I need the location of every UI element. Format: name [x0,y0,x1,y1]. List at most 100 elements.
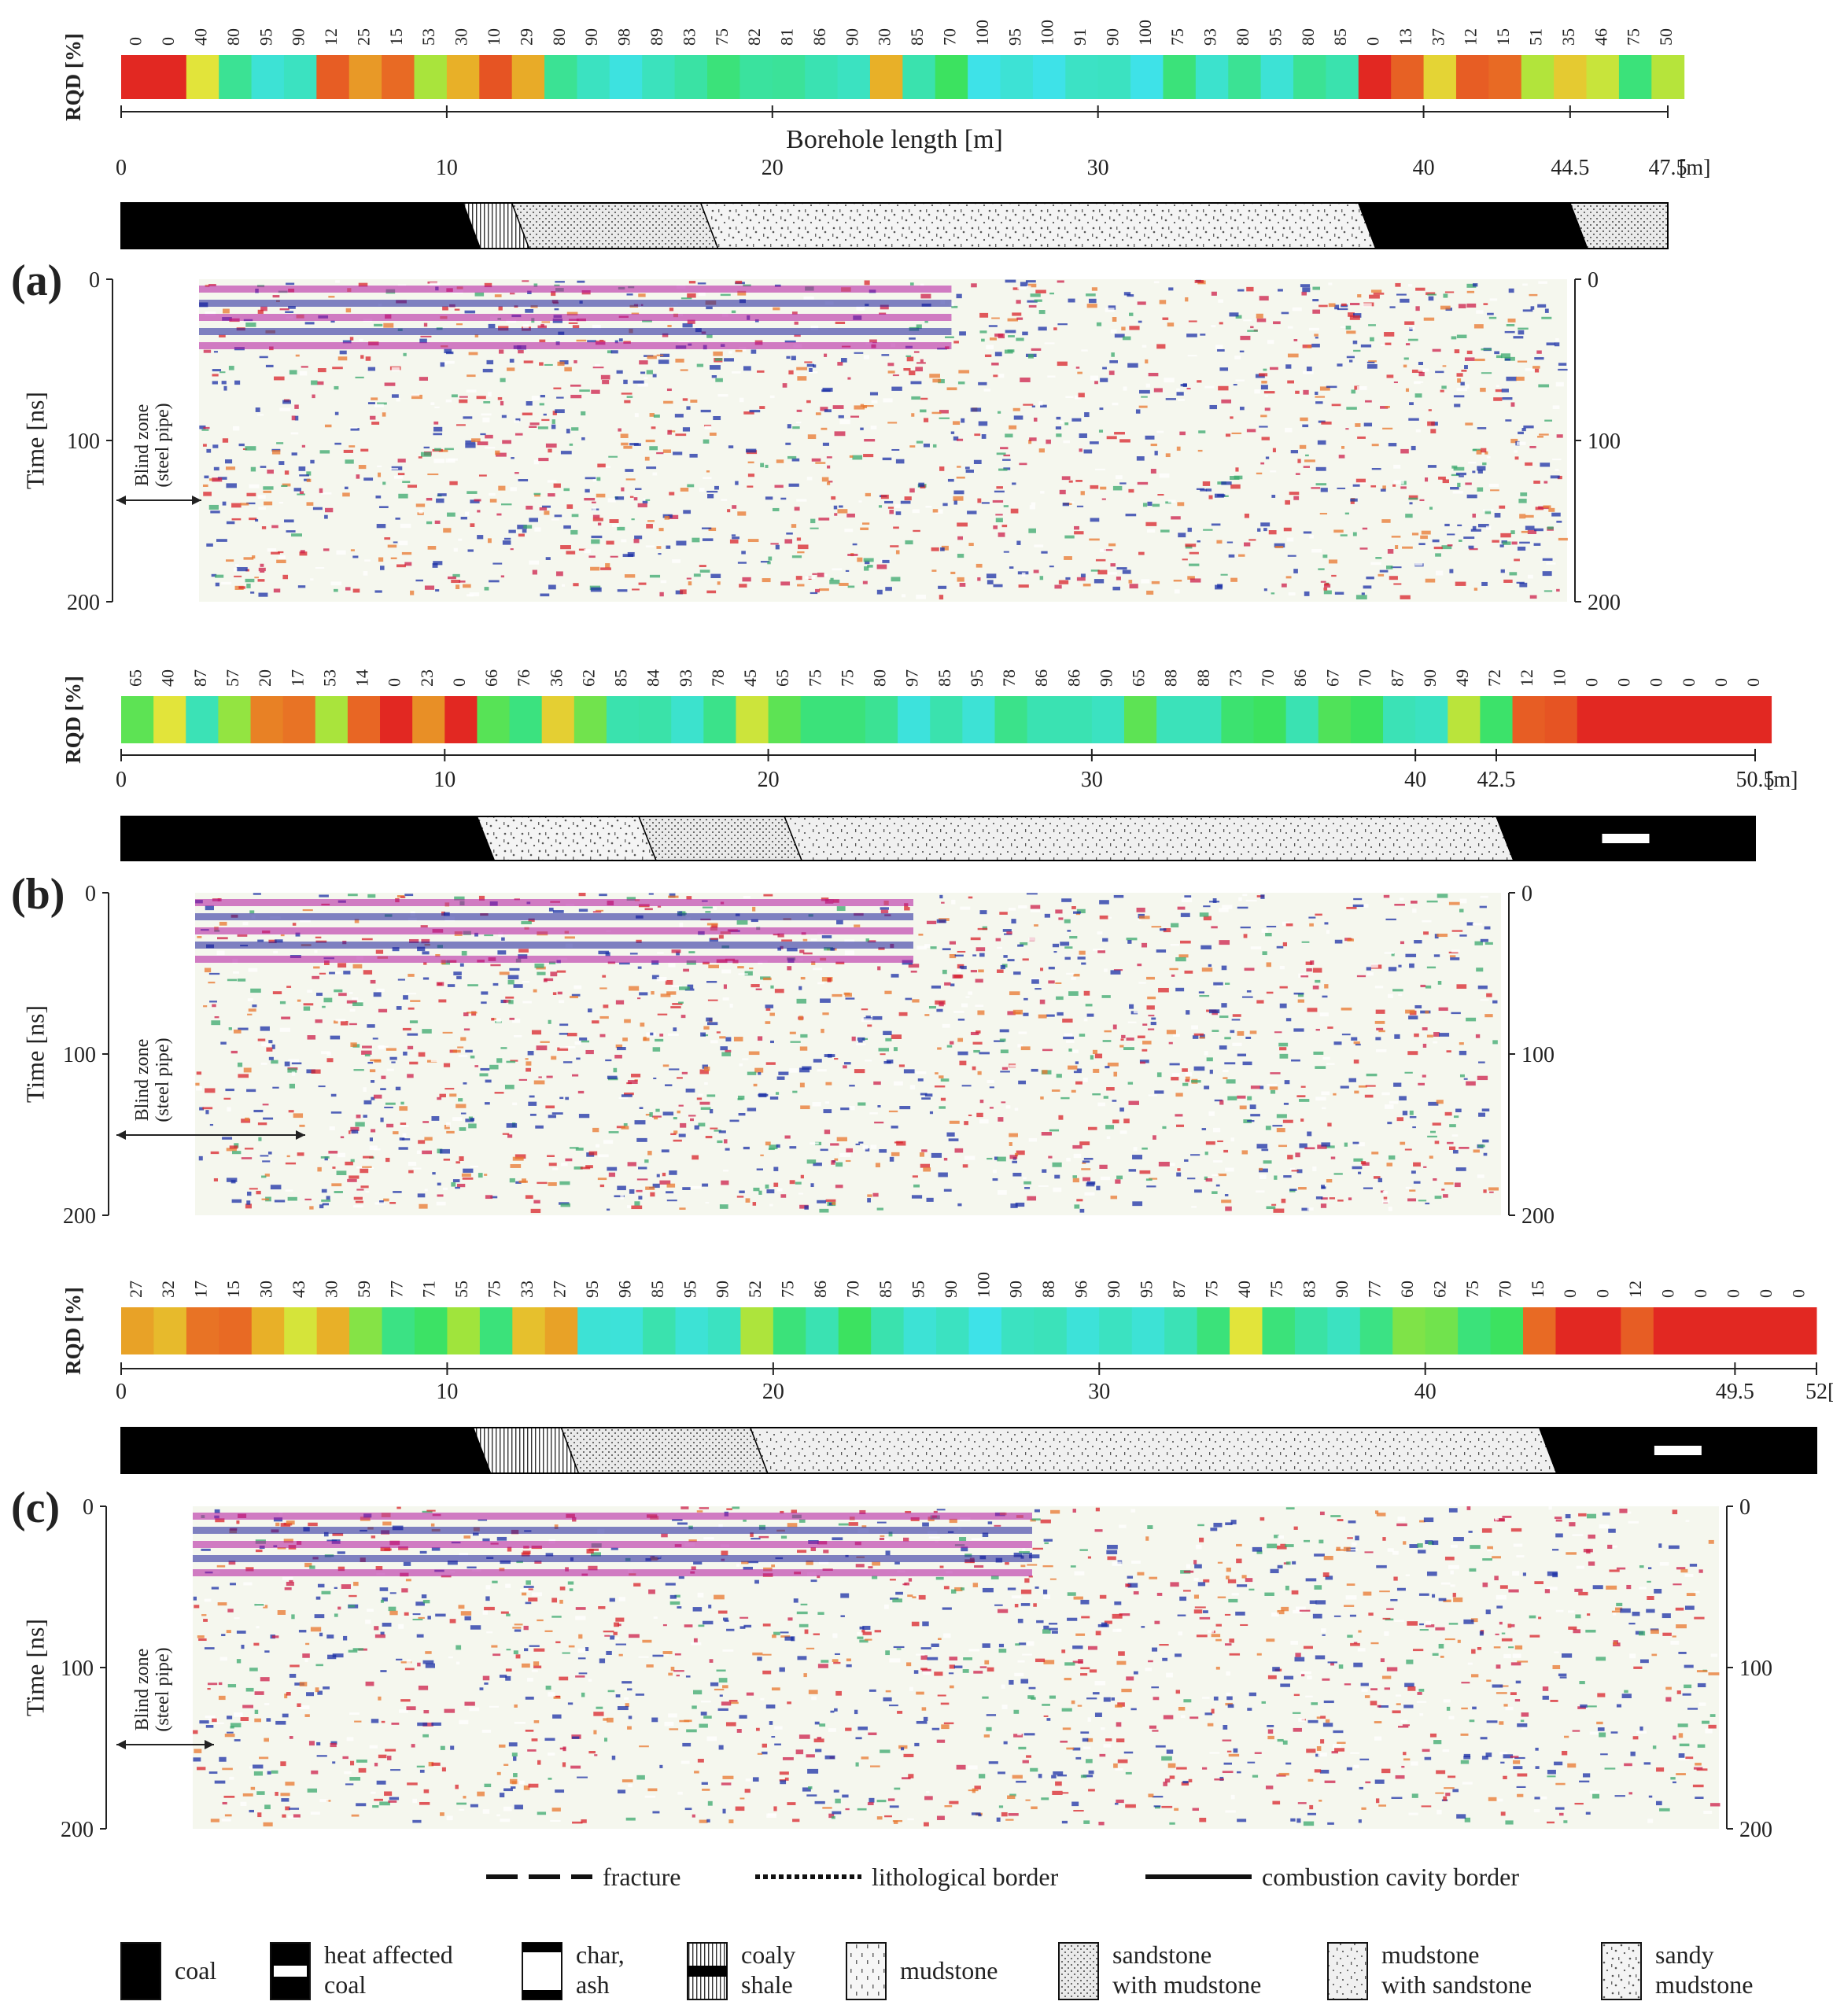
radargram-texture-mark [1029,305,1037,308]
radargram-texture-mark [335,412,339,415]
rqd-segment [349,1307,382,1354]
radargram-texture-mark [1007,959,1014,961]
radargram-texture-mark [492,1581,497,1583]
radargram-texture-mark [1394,1034,1400,1039]
length-tick-label: 40 [1414,1380,1437,1404]
radargram-texture-mark [704,1082,708,1085]
radargram-texture-mark [1028,938,1035,941]
radargram-texture-mark [1193,1035,1198,1039]
length-tick-label: 10 [436,1380,458,1404]
radargram-texture-mark [424,1137,432,1141]
radargram-texture-mark [1057,280,1064,282]
radargram-texture-mark [533,1649,544,1652]
radargram-texture-mark [1160,529,1170,532]
radargram-texture-mark [667,389,672,391]
rqd-segment [121,1307,154,1354]
radargram-texture-mark [1105,308,1115,311]
radargram-texture-mark [328,1151,337,1154]
radargram-texture-mark [663,1111,673,1115]
radargram-texture-mark [544,510,549,514]
radargram-texture-mark [710,574,721,578]
radargram-texture-mark [1477,488,1483,492]
lithology-segment [1359,203,1588,249]
radargram-texture-mark [1073,1178,1079,1182]
rqd-value-label: 30 [452,28,471,46]
radargram-texture-mark [1293,308,1302,311]
radargram-texture-mark [385,1158,389,1162]
radargram-texture-mark [446,1131,454,1133]
radargram-texture-mark [1456,473,1466,475]
radargram-texture-mark [642,1640,651,1643]
radargram-texture-mark [1233,1014,1241,1017]
radargram-texture-mark [209,505,219,510]
radargram-texture-mark [1687,1593,1695,1596]
radargram-texture-mark [717,1031,721,1033]
radargram-texture-mark [736,1564,739,1567]
length-tick-label: 20 [762,1380,784,1404]
radargram-texture-mark [1370,1701,1378,1705]
radargram-texture-mark [884,1061,891,1063]
radargram-texture-mark [1371,1152,1378,1154]
radargram-texture-mark [880,1535,884,1537]
radargram-texture-mark [1053,1771,1063,1775]
radargram-reflection-band [199,286,951,293]
radargram-texture-mark [957,477,965,479]
radargram-texture-mark [588,1008,592,1012]
radargram-texture-mark [645,457,650,461]
radargram-texture-mark [1145,359,1148,363]
radargram-texture-mark [389,1202,396,1204]
radargram-texture-mark [773,1166,778,1170]
radargram-texture-mark [1116,1738,1124,1742]
radargram-texture-mark [1478,1061,1485,1063]
radargram-texture-mark [548,1115,556,1118]
radargram-texture-mark [787,424,791,428]
radargram-texture-mark [388,545,397,548]
rqd-value-label: 81 [777,28,797,46]
radargram-texture-mark [743,896,751,898]
rqd-segment [1523,1307,1556,1354]
radargram-texture-mark [238,979,245,982]
radargram-texture-mark [1538,1617,1541,1620]
radargram-texture-mark [1341,534,1348,536]
radargram-texture-mark [765,465,768,468]
radargram-texture-mark [1097,950,1105,953]
radargram-texture-mark [673,451,682,455]
radargram-texture-mark [888,507,894,508]
radargram-texture-mark [1451,1545,1458,1548]
radargram-texture-mark [197,936,201,938]
radargram-texture-mark [872,400,878,404]
radargram-texture-mark [1206,1178,1212,1181]
radargram-texture-mark [899,1106,910,1109]
radargram-texture-mark [1393,1082,1401,1086]
radargram-texture-mark [438,999,446,1002]
radargram-texture-mark [538,458,548,461]
length-tick-label: 44.5 [1551,156,1589,180]
radargram-texture-mark [703,440,710,444]
rqd-value-label: 95 [256,28,275,46]
radargram-texture-mark [418,1617,424,1619]
rqd-segment [773,1307,806,1354]
radargram-texture-mark [1333,1093,1336,1096]
rqd-segment [1060,696,1093,743]
radargram-texture-mark [503,1807,512,1811]
radargram-texture-mark [1389,306,1395,308]
radargram-texture-mark [907,1819,913,1821]
radargram-texture-mark [1694,1617,1704,1620]
radargram-texture-mark [818,1664,828,1668]
radargram-texture-mark [833,405,844,409]
radargram-texture-mark [470,1056,475,1059]
radargram-texture-mark [216,539,227,542]
radargram-texture-mark [1238,897,1241,901]
radargram-texture-mark [998,1771,1005,1774]
radargram-texture-mark [1316,483,1327,485]
radargram-texture-mark [308,1789,317,1793]
radargram-texture-mark [574,1041,581,1045]
radargram-texture-mark [1284,528,1292,532]
radargram-texture-mark [629,1716,633,1719]
radargram-texture-mark [730,1004,733,1008]
radargram-texture-mark [579,1037,587,1041]
radargram-texture-mark [1047,375,1055,377]
radargram-texture-mark [957,951,966,953]
radargram-texture-mark [1023,1181,1031,1185]
radargram-texture-mark [1464,365,1468,369]
